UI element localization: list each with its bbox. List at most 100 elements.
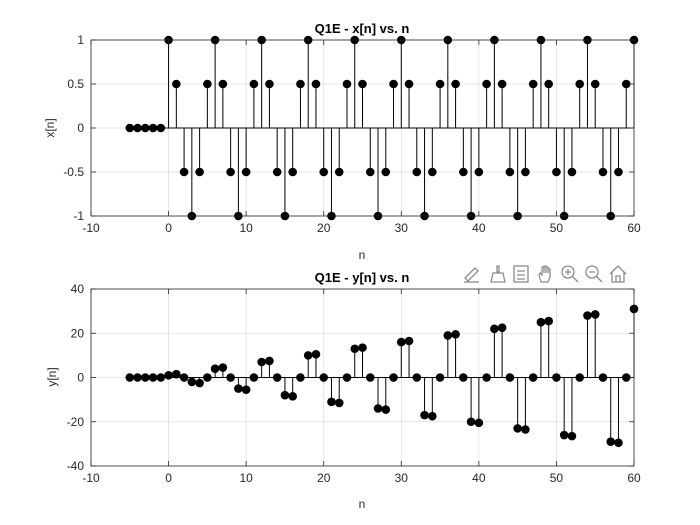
stem-marker [226,373,235,382]
stem-marker [342,373,352,382]
stem-marker [358,343,367,352]
stem-marker [598,167,608,177]
stem-marker [614,438,623,448]
stem-marker [552,373,561,382]
stem-marker [125,123,135,133]
stem-marker [365,373,375,382]
stem-marker [334,167,344,177]
stem-marker [474,418,484,428]
stem-marker [505,373,515,382]
stem-marker [435,373,445,382]
stem-marker [451,79,460,89]
pan-icon[interactable] [538,265,551,283]
y-axis-label-top: x[n] [43,118,57,137]
axes-bottom: -10 0 10 20 30 40 50 60 -40 -20 0 20 40 Q1E - y[n] … [45,270,641,511]
x-tick-label: -10 [82,221,100,235]
edit-data-icon[interactable] [464,267,479,283]
stem-marker [567,431,577,441]
stem-marker [141,373,150,382]
x-tick-label: 30 [395,471,409,485]
stem-marker [412,167,422,177]
stem-marker [125,373,135,382]
stem-marker [172,79,181,89]
y-tick-label: -40 [67,459,85,473]
stem-marker [606,437,616,446]
x-tick-label: 10 [239,221,253,235]
stem-marker [559,430,569,440]
stem-marker [265,79,274,89]
zoom-out-icon[interactable] [585,265,603,283]
stems-top [129,40,635,216]
stem-marker [203,373,212,382]
chart-title-bottom: Q1E - y[n] vs. n [315,270,410,285]
stem-marker [474,167,484,177]
zoom-in-icon[interactable] [561,265,579,283]
stem-marker [513,424,522,433]
stem-marker [521,167,530,177]
y-tick-label: -1 [73,209,84,223]
y-tick-label: 1 [77,33,84,47]
stem-marker [280,390,290,400]
stem-marker [203,79,212,89]
stem-marker [311,349,321,359]
brush-icon[interactable] [490,265,506,283]
stem-marker [528,373,538,382]
axes-top: -10 0 10 20 30 40 50 60 -1 -0.5 0 0.5 1 Q1E - x[n] … [43,21,641,262]
y-tick-label: -20 [67,415,85,429]
stem-marker [272,373,282,382]
stem-marker [544,316,553,326]
stem-marker [187,377,197,387]
legend-icon[interactable] [513,265,529,283]
stem-marker [234,384,243,393]
xticks-bottom: -10 0 10 20 30 40 50 60 [82,289,641,485]
stem-marker [552,167,561,177]
stem-marker [172,369,181,379]
stem-marker [466,417,476,427]
stem-marker [544,79,553,89]
stem-marker [226,167,235,177]
stem-marker [505,167,515,177]
stem-marker [412,373,422,382]
stem-marker [311,79,321,89]
stem-marker [156,373,166,382]
stem-marker [296,373,305,382]
markers-top [125,35,639,221]
x-tick-label: 60 [627,221,641,235]
stem-marker [621,79,631,89]
x-axis-label-bottom: n [359,497,366,511]
x-tick-label: 40 [472,471,486,485]
stem-marker [428,167,437,177]
stem-marker [241,167,251,177]
stem-marker [179,373,189,382]
x-tick-label: 40 [472,221,486,235]
x-tick-label: 60 [627,471,641,485]
stem-marker [621,373,631,382]
stem-marker [381,167,391,177]
stem-marker [319,373,329,382]
markers-bottom [125,304,639,448]
stem-marker [404,79,414,89]
chart-title-top: Q1E - x[n] vs. n [315,21,410,36]
stem-marker [459,167,468,177]
y-tick-label: 0 [77,121,84,135]
stem-marker [373,404,383,413]
stem-marker [428,411,437,421]
stem-marker [567,167,577,177]
stem-marker [133,123,142,133]
stem-marker [156,123,166,133]
y-axis-label-bottom: y[n] [45,367,59,386]
stem-marker [575,373,584,382]
yticks-top: -1 -0.5 0 0.5 1 [63,33,634,223]
stem-marker [435,79,445,89]
stem-marker [536,317,546,327]
stem-marker [396,337,406,347]
stem-marker [497,79,507,89]
stem-marker [482,79,491,89]
stem-marker [303,351,313,360]
stem-marker [218,363,228,372]
home-icon[interactable] [609,265,627,283]
x-tick-label: 20 [317,221,331,235]
stem-marker [590,79,600,89]
y-tick-label: -0.5 [63,165,84,179]
axes-toolbar [464,265,627,283]
